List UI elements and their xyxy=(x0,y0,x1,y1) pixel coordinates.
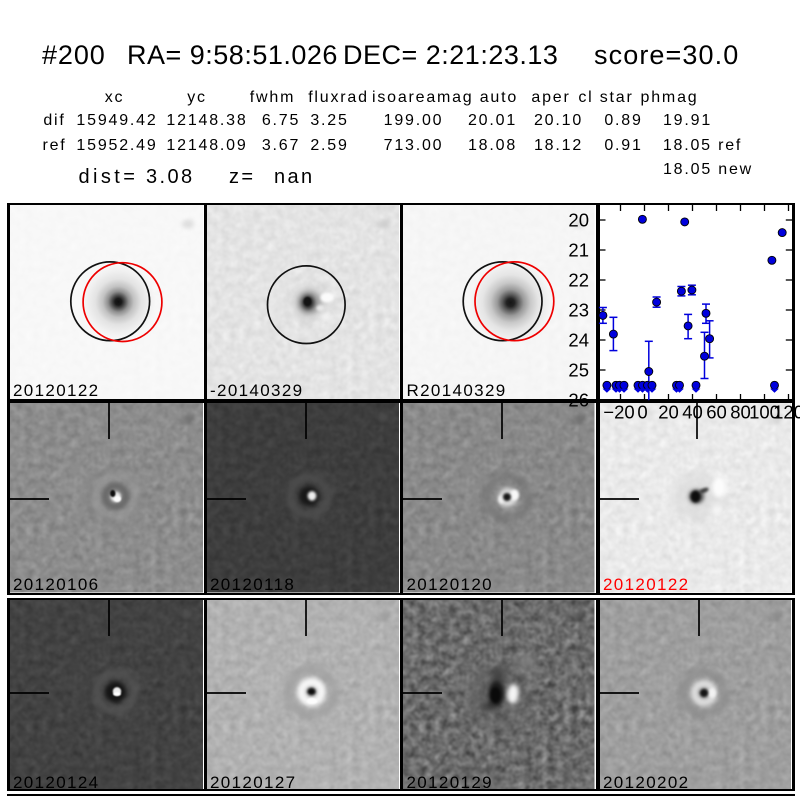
svg-text:23: 23 xyxy=(568,300,589,321)
svg-text:80: 80 xyxy=(730,402,751,423)
svg-text:24: 24 xyxy=(568,330,589,351)
svg-text:120: 120 xyxy=(773,402,800,423)
svg-text:21: 21 xyxy=(568,240,589,261)
svg-text:100: 100 xyxy=(749,402,780,423)
svg-text:20: 20 xyxy=(568,210,589,231)
svg-text:40: 40 xyxy=(682,402,703,423)
svg-text:60: 60 xyxy=(706,402,727,423)
svg-text:0: 0 xyxy=(637,402,647,423)
svg-text:25: 25 xyxy=(568,360,589,381)
svg-text:20: 20 xyxy=(658,402,679,423)
svg-text:22: 22 xyxy=(568,270,589,291)
svg-text:26: 26 xyxy=(568,390,589,411)
svg-text:−20: −20 xyxy=(603,402,634,423)
